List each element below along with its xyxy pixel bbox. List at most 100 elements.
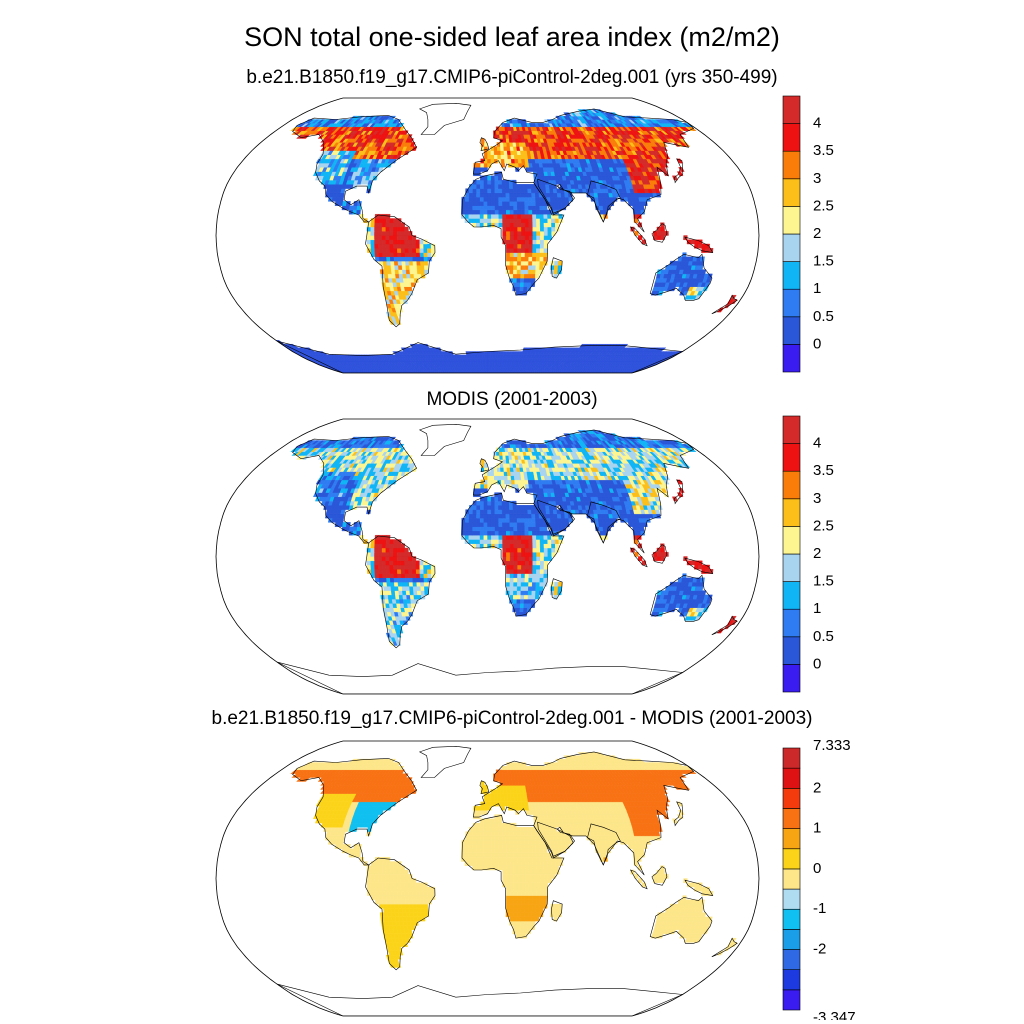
coastline-arabia bbox=[537, 499, 575, 535]
colorbar-swatch bbox=[782, 828, 801, 850]
map-border bbox=[215, 740, 760, 1017]
colorbar-swatch bbox=[782, 636, 801, 665]
colorbar-tick-label: -3.347 bbox=[813, 1009, 855, 1020]
coastline-sumatra bbox=[629, 869, 648, 890]
coastline-india bbox=[587, 180, 621, 223]
colorbar-swatch bbox=[782, 949, 801, 970]
colorbar-tick-label: 4 bbox=[813, 435, 821, 452]
colorbar-tick-label: 1 bbox=[813, 600, 821, 617]
coastline-australia bbox=[649, 574, 713, 622]
coastline-new-guinea bbox=[684, 879, 714, 897]
coastline-japan bbox=[674, 479, 684, 505]
colorbar-swatch bbox=[782, 788, 801, 809]
coastline-uk bbox=[479, 780, 490, 794]
colorbar-swatch bbox=[782, 415, 801, 444]
colorbar-tick-label: 2.5 bbox=[813, 517, 834, 534]
coastline-north-america bbox=[292, 758, 417, 866]
panel-3-title: b.e21.B1850.f19_g17.CMIP6-piControl-2deg… bbox=[211, 708, 813, 729]
coastline-africa bbox=[461, 172, 565, 296]
colorbar-tick-label: -1 bbox=[813, 900, 826, 917]
coastline-africa bbox=[461, 815, 565, 939]
coastline-madagascar bbox=[551, 900, 563, 922]
colorbar-tick-label: 7.333 bbox=[813, 740, 851, 754]
coastline-madagascar bbox=[551, 578, 563, 600]
figure-title: SON total one-sided leaf area index (m2/… bbox=[244, 22, 780, 52]
colorbar-tick-label: 0 bbox=[813, 335, 821, 352]
colorbar-swatch bbox=[782, 929, 801, 950]
model-lai-map bbox=[215, 97, 760, 374]
coastline-africa bbox=[461, 493, 565, 617]
colorbar-swatch bbox=[782, 989, 801, 1011]
coastline-australia bbox=[649, 253, 713, 301]
colorbar-swatch bbox=[782, 868, 801, 890]
colorbar-swatch bbox=[782, 969, 801, 991]
colorbar-tick-label: 2 bbox=[813, 779, 821, 796]
coastline-sumatra bbox=[629, 547, 648, 568]
coastline-new-guinea bbox=[684, 557, 714, 575]
coastline-greenland bbox=[418, 745, 472, 778]
coastline-antarctica bbox=[276, 661, 683, 694]
model-colorbar: 0 0.5 1 1.5 2 2.5 3 3.5 4 bbox=[782, 95, 834, 373]
coastline-greenland bbox=[418, 423, 472, 456]
colorbar-swatch bbox=[782, 608, 801, 638]
colorbar-tick-label: 2 bbox=[813, 225, 821, 242]
coastline-india bbox=[587, 823, 621, 866]
colorbar-tick-label: 3.5 bbox=[813, 142, 834, 159]
colorbar-swatch bbox=[782, 316, 801, 345]
coastline-south-america bbox=[365, 214, 436, 328]
colorbar-swatch bbox=[782, 526, 801, 555]
colorbar-swatch bbox=[782, 498, 801, 527]
coastline-north-america bbox=[292, 436, 417, 544]
coastline-antarctica bbox=[276, 340, 683, 373]
coastline-borneo bbox=[651, 544, 668, 564]
colorbar-swatch bbox=[782, 664, 801, 693]
difference-colorbar: -3.347 -2 -1 0 1 2 7.333 bbox=[782, 740, 855, 1020]
coastline-south-america bbox=[365, 535, 436, 649]
colorbar-swatch bbox=[782, 581, 801, 610]
coastline-eurasia bbox=[472, 751, 695, 876]
colorbar-tick-label: 3.5 bbox=[813, 462, 834, 479]
colorbar-tick-label: 2 bbox=[813, 545, 821, 562]
difference-lai-map bbox=[215, 740, 760, 1017]
coastline-uk bbox=[479, 458, 490, 472]
colorbar-swatch bbox=[782, 553, 801, 582]
colorbar-tick-label: 1.5 bbox=[813, 253, 834, 270]
colorbar-swatch bbox=[782, 808, 801, 829]
coastline-new-zealand bbox=[711, 294, 738, 315]
colorbar-swatch bbox=[782, 443, 801, 472]
colorbar-tick-label: 1.5 bbox=[813, 573, 834, 590]
colorbar-tick-label: 0.5 bbox=[813, 308, 834, 325]
colorbar-tick-label: 1 bbox=[813, 820, 821, 837]
coastline-japan bbox=[674, 158, 684, 184]
coastline-greenland bbox=[418, 102, 472, 135]
map-field bbox=[275, 109, 738, 373]
colorbar-tick-label: 2.5 bbox=[813, 197, 834, 214]
coastline-india bbox=[587, 501, 621, 544]
coastline-sumatra bbox=[629, 226, 648, 247]
colorbar-swatch bbox=[782, 150, 801, 180]
colorbar-swatch bbox=[782, 848, 801, 870]
colorbar-swatch bbox=[782, 206, 801, 235]
colorbar-swatch bbox=[782, 261, 801, 290]
map-field bbox=[290, 752, 738, 968]
colorbar-tick-label: -2 bbox=[813, 941, 826, 958]
modis-lai-map bbox=[215, 418, 760, 695]
colorbar-tick-label: 3 bbox=[813, 170, 821, 187]
coastline-eurasia bbox=[472, 429, 695, 554]
coastline-new-zealand bbox=[711, 937, 738, 958]
coastline-australia bbox=[649, 896, 713, 944]
colorbar-swatch bbox=[782, 178, 801, 207]
colorbar-tick-label: 1 bbox=[813, 280, 821, 297]
coastline-arabia bbox=[537, 178, 575, 214]
colorbar-tick-label: 0.5 bbox=[813, 628, 834, 645]
colorbar-tick-label: 0 bbox=[813, 860, 821, 877]
coastline-new-guinea bbox=[684, 236, 714, 254]
panel-2-title: MODIS (2001-2003) bbox=[426, 389, 598, 410]
coastline-eurasia bbox=[472, 108, 695, 233]
colorbar-tick-label: 4 bbox=[813, 115, 821, 132]
colorbar-swatch bbox=[782, 470, 801, 500]
coastline-new-zealand bbox=[711, 615, 738, 636]
colorbar-swatch bbox=[782, 288, 801, 318]
coastline-south-america bbox=[365, 857, 436, 971]
map-border bbox=[215, 97, 760, 374]
